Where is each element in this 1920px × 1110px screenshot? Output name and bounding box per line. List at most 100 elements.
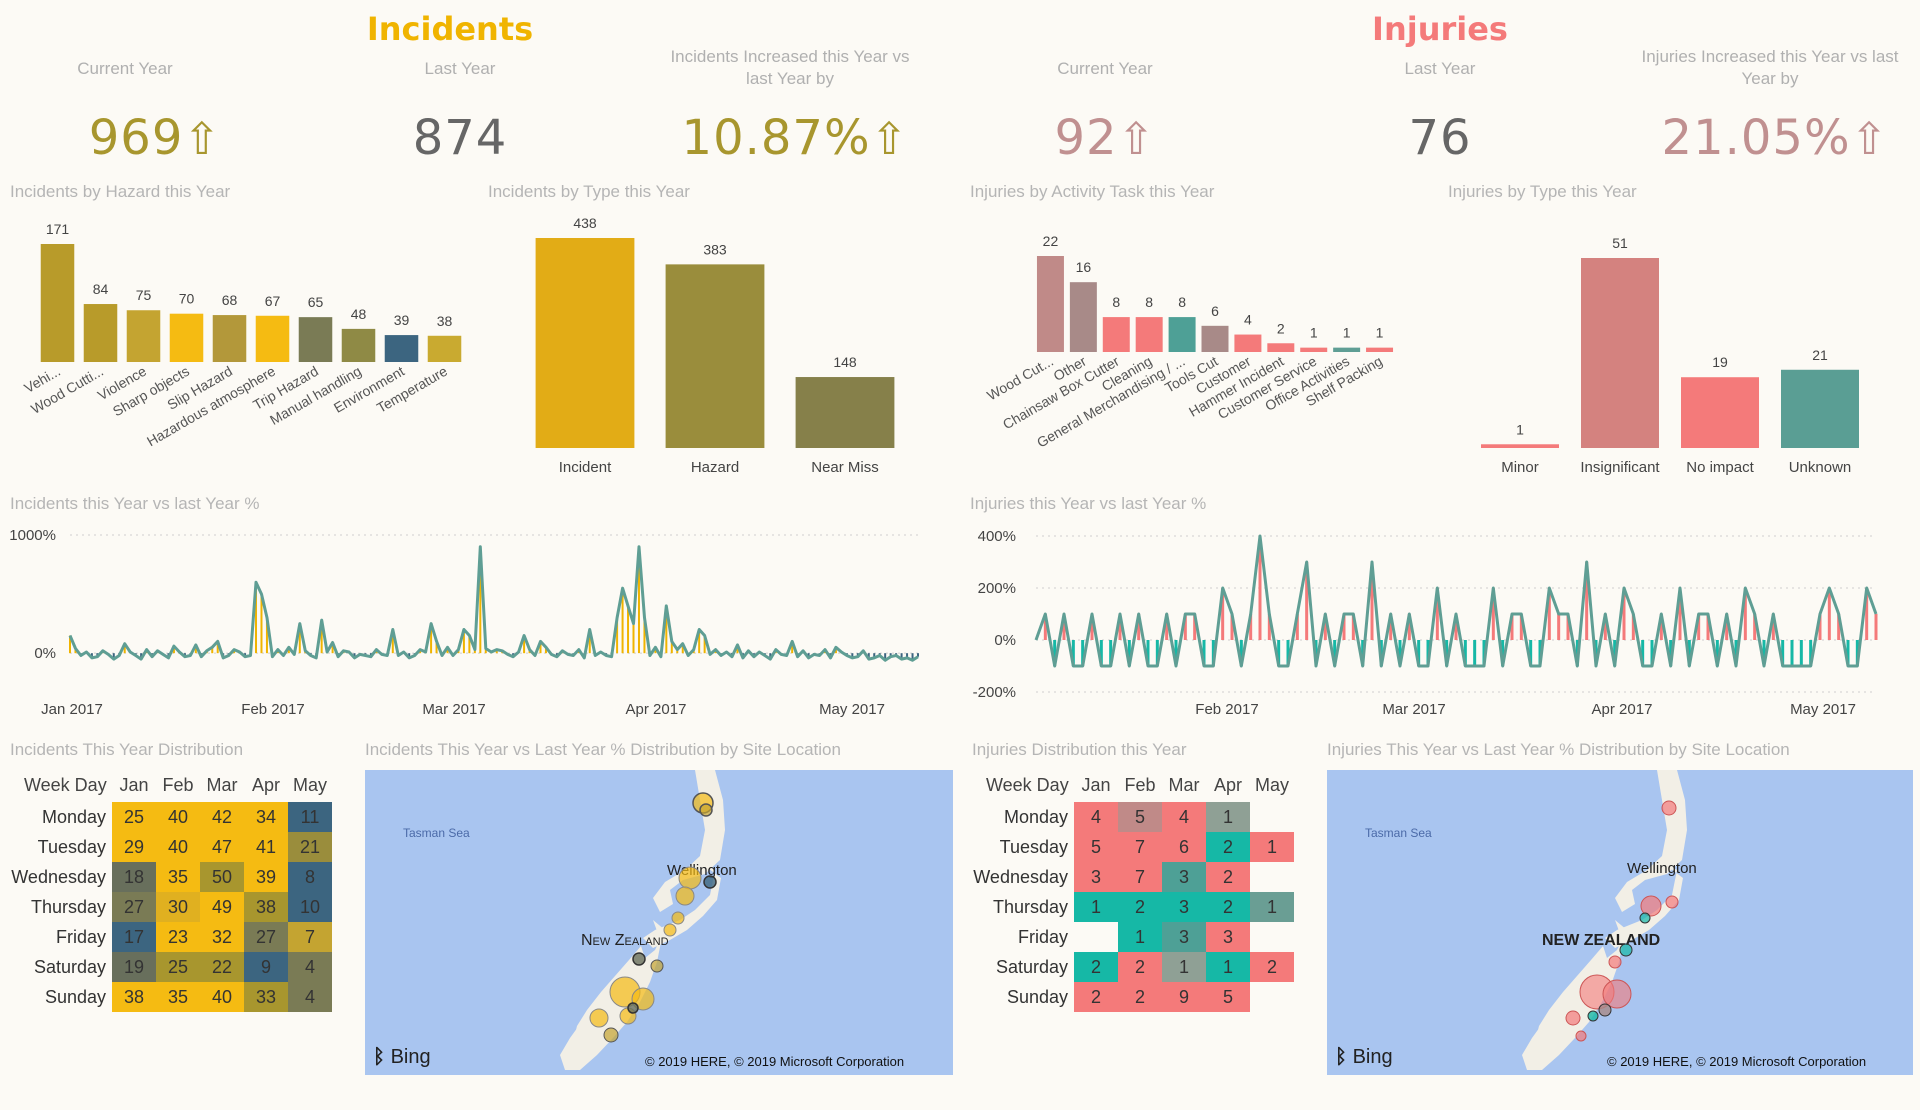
heatmap-cell: 50 (200, 862, 244, 892)
category-label-2: No impact (1686, 459, 1754, 476)
heatmap-row-header: Week Day (986, 774, 1069, 795)
bar-1 (665, 264, 765, 448)
heatmap-cell: 6 (1162, 832, 1206, 862)
map-bubble (632, 952, 646, 966)
bing-logo[interactable]: ᛒ Bing (373, 1046, 431, 1068)
heatmap-cell: 41 (244, 832, 288, 862)
table-row: Wednesday 3 7 3 2 (972, 862, 1294, 892)
y-tick-label-1: 0% (34, 645, 56, 662)
bing-icon: ᛒ (1335, 1046, 1347, 1068)
series-line (68, 545, 919, 662)
x-tick-label-0: Jan 2017 (41, 701, 103, 718)
heatmap-cell: 3 (1162, 922, 1206, 952)
injtype-bar-chart: 1 Minor 51 Insignificant 19 No impact 21 Unknow… (1481, 235, 1859, 476)
inc-kpi-last-value: 874 (412, 110, 508, 166)
inc-kpi-last-label: Last Year (424, 59, 496, 78)
table-row: Thursday 1 2 3 2 1 (972, 892, 1294, 922)
x-tick-label-3: May 2017 (1790, 701, 1856, 718)
heatmap-header-row: Week Day Jan Feb Mar Apr May (972, 768, 1294, 802)
inj-heatmap-title: Injuries Distribution this Year (972, 740, 1187, 759)
heatmap-day-label: Saturday (995, 956, 1068, 977)
heatmap-cell: 2 (1206, 832, 1250, 862)
table-row: Saturday 19 25 22 9 4 (10, 952, 332, 982)
bar-0 (40, 244, 75, 362)
heatmap-day-label: Monday (1003, 806, 1068, 827)
wellington-label: Wellington (1627, 860, 1697, 877)
heatmap-cell: 2 (1074, 952, 1118, 982)
heatmap-day-label: Friday (55, 926, 106, 947)
data-label-0: 171 (46, 221, 70, 237)
map-bubble (663, 923, 677, 937)
heatmap-cell: 39 (244, 862, 288, 892)
hazard-chart-title: Incidents by Hazard this Year (10, 182, 231, 201)
heatmap-cell: 1 (1206, 802, 1250, 832)
heatmap-cell: 2 (1250, 952, 1294, 982)
heatmap-column-header: May (292, 774, 327, 795)
inj-map-title: Injuries This Year vs Last Year % Distri… (1327, 740, 1790, 759)
series-line (1034, 534, 1878, 668)
heatmap-cell: 1 (1250, 832, 1294, 862)
heatmap-cell: 2 (1118, 952, 1162, 982)
injuries-line-chart: 400% 200% 0% -200% Feb 2017 Mar 2017 Apr 2017 M… (973, 528, 1878, 718)
bar-0 (535, 238, 635, 448)
heatmap-day-label: Sunday (44, 986, 106, 1007)
activity-chart-title: Injuries by Activity Task this Year (970, 182, 1215, 201)
inc-kpi-current-label: Current Year (77, 59, 173, 78)
y-tick-label-0: 1000% (9, 527, 56, 544)
heatmap-cell: 10 (288, 892, 332, 922)
map-bubble (627, 1002, 639, 1014)
heatmap-column-header: Feb (162, 774, 194, 795)
inj-kpi-last-label: Last Year (1404, 59, 1476, 78)
x-tick-label-2: Mar 2017 (422, 701, 485, 718)
heatmap-header-row: Week Day Jan Feb Mar Apr May (10, 768, 332, 802)
injuries-map-bubbles (1565, 800, 1679, 1042)
heatmap-cell: 25 (156, 952, 200, 982)
heatmap-cell: 38 (244, 892, 288, 922)
data-label-7: 2 (1277, 320, 1285, 336)
table-row: Monday 25 40 42 34 11 (10, 802, 332, 832)
injline-chart-title: Injuries this Year vs last Year % (970, 494, 1207, 513)
heatmap-cell: 4 (1162, 802, 1206, 832)
bar-9 (1333, 347, 1361, 352)
y-tick-label-0: 400% (978, 528, 1016, 545)
heatmap-day-label: Sunday (1006, 986, 1068, 1007)
map-bubble (1619, 943, 1633, 957)
heatmap-cell: 35 (156, 862, 200, 892)
incidents-map[interactable]: Tasman Sea Wellington New Zealand ᛒ Bing… (365, 770, 953, 1075)
table-row: Sunday 2 2 9 5 (972, 982, 1294, 1012)
injuries-title: Injuries (1372, 10, 1508, 48)
bar-0 (1481, 444, 1559, 448)
inc-kpi-current-value: 969⇧ (88, 110, 222, 166)
table-row: Sunday 38 35 40 33 4 (10, 982, 332, 1012)
bing-logo[interactable]: ᛒ Bing (1335, 1046, 1393, 1068)
x-tick-label-4: May 2017 (819, 701, 885, 718)
map-bubble (703, 875, 717, 889)
inc-map-title: Incidents This Year vs Last Year % Distr… (365, 740, 841, 759)
data-label-1: 383 (703, 241, 727, 257)
table-row: Friday 1 3 3 (972, 922, 1294, 952)
heatmap-day-label: Thursday (992, 896, 1068, 917)
data-label-0: 1 (1516, 421, 1524, 437)
injuries-map[interactable]: Tasman Sea Wellington NEW ZEALAND ᛒ Bing… (1327, 770, 1913, 1075)
heatmap-cell: 1 (1162, 952, 1206, 982)
category-label-0: Incident (559, 459, 612, 476)
heatmap-column-header: Apr (251, 774, 280, 795)
bar-8 (1300, 347, 1328, 352)
category-label-1: Insignificant (1580, 459, 1660, 476)
up-arrow-icon: ⇧ (1117, 114, 1156, 165)
inctype-chart-title: Incidents by Type this Year (488, 182, 690, 201)
heatmap-column-header: Mar (1168, 774, 1200, 795)
map-bubble (1575, 1030, 1587, 1042)
heatmap-cell: 49 (200, 892, 244, 922)
bar-3 (1135, 317, 1163, 352)
inj-kpi-increase-label: Injuries Increased this Year vs last Yea… (1641, 47, 1899, 88)
up-arrow-icon: ⇧ (183, 114, 222, 165)
inc-kpi-increase-label: Incidents Increased this Year vs last Ye… (670, 47, 910, 88)
heatmap-cell: 30 (156, 892, 200, 922)
table-row: Tuesday 29 40 47 41 21 (10, 832, 332, 862)
injtype-chart-title: Injuries by Type this Year (1448, 182, 1637, 201)
x-tick-label-0: Feb 2017 (1195, 701, 1258, 718)
map-bubble (1661, 800, 1677, 816)
heatmap-day-label: Friday (1017, 926, 1068, 947)
